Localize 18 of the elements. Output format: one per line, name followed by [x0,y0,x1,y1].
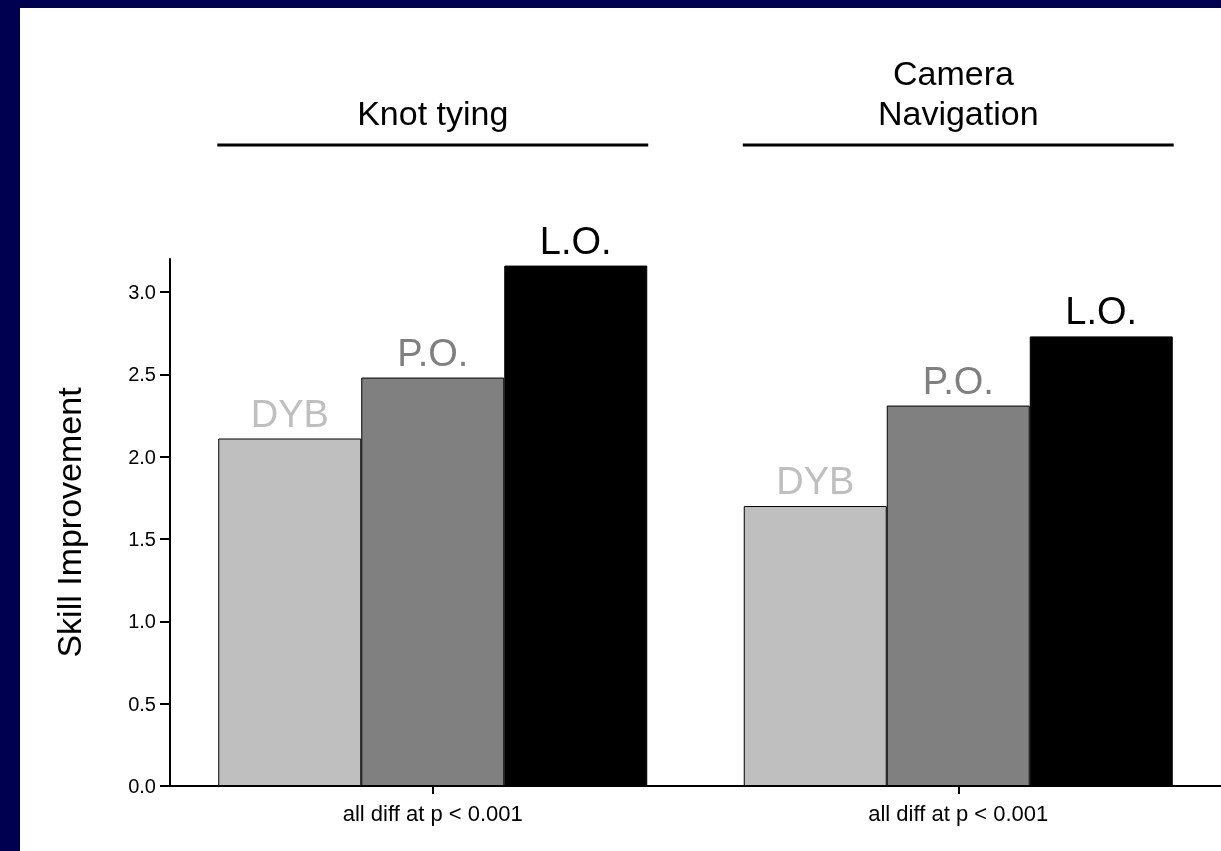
y-tick-label: 2.5 [128,363,156,386]
series-label: L.O. [539,219,612,262]
text: P.O. [922,359,994,402]
text: L.O. [1065,290,1138,333]
y-axis-title: Skill Improvement [50,386,88,658]
y-tick-label: 0.5 [128,692,156,715]
y-tick-label: 1.0 [128,610,156,633]
text: all diff at p < 0.001 [868,800,1049,826]
x-tick-label: Knot tying [357,94,509,132]
series-label: DYB [250,392,329,435]
y-tick-label: 3.0 [128,280,156,303]
series-label: P.O. [397,331,469,374]
y-tick-label: 2.0 [128,445,156,468]
x-tick-label: Camera Navigation [877,54,1039,132]
text: all diff at p < 0.001 [342,800,523,826]
y-tick-label: 1.5 [128,527,156,550]
y-tick-label: 0.0 [128,775,156,797]
text: DYB [776,460,855,503]
